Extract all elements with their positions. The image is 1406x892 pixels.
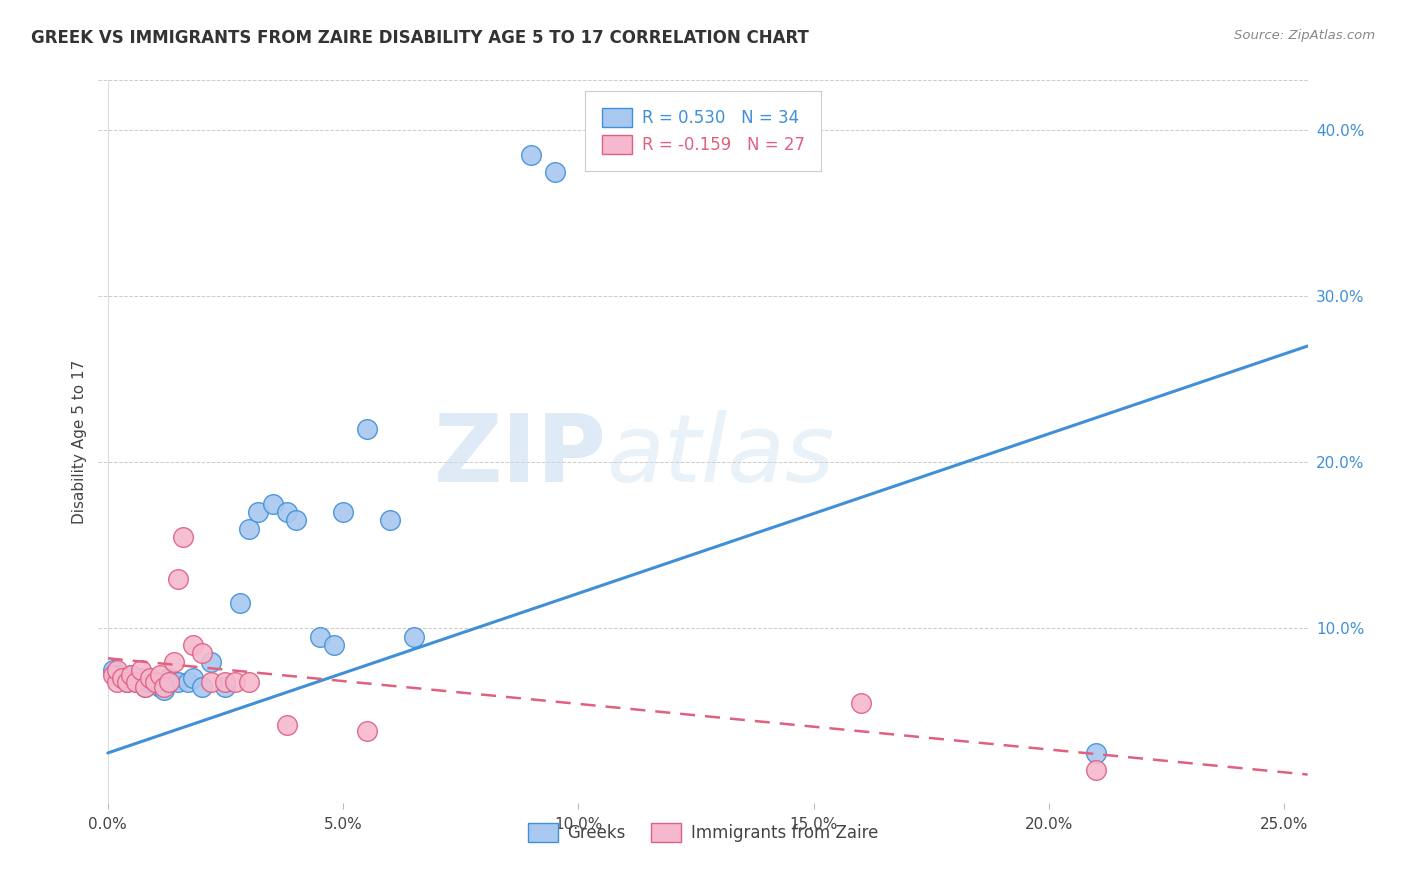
Point [1084,763,1107,777]
Text: atlas: atlas [606,410,835,501]
Point [167,674,190,689]
Point [115,674,138,689]
Point [149,680,172,694]
Point [214,674,236,689]
Point [214,680,236,694]
Point [153,680,176,694]
Point [172,530,194,544]
Point [191,646,214,660]
Point [308,630,330,644]
Point [276,505,298,519]
Point [153,682,176,697]
Point [262,497,284,511]
Point [402,630,425,644]
Point [322,638,344,652]
Point [111,671,134,685]
Point [520,148,543,162]
Point [134,680,156,694]
Point [181,671,204,685]
Point [139,671,162,685]
Point [378,513,401,527]
Point [167,572,190,586]
Point [105,674,128,689]
Point [139,674,162,689]
Point [356,724,378,739]
Text: Source: ZipAtlas.com: Source: ZipAtlas.com [1234,29,1375,42]
Y-axis label: Disability Age 5 to 17: Disability Age 5 to 17 [72,359,87,524]
Point [143,674,166,689]
Point [285,513,308,527]
Point [134,680,156,694]
Text: ZIP: ZIP [433,410,606,502]
Point [849,696,872,710]
Point [224,674,246,689]
Point [149,668,172,682]
Text: GREEK VS IMMIGRANTS FROM ZAIRE DISABILITY AGE 5 TO 17 CORRELATION CHART: GREEK VS IMMIGRANTS FROM ZAIRE DISABILIT… [31,29,808,46]
Point [125,674,148,689]
Legend: Greeks, Immigrants from Zaire: Greeks, Immigrants from Zaire [522,816,884,848]
Point [181,638,204,652]
Point [105,668,128,682]
Point [276,717,298,731]
Point [1084,746,1107,760]
Point [101,668,124,682]
Point [115,674,138,689]
Point [120,668,142,682]
Point [143,674,166,689]
Point [177,674,200,689]
Point [191,680,214,694]
Point [120,668,142,682]
Point [200,674,222,689]
Point [332,505,354,519]
Point [163,655,186,669]
Point [105,663,128,677]
Point [247,505,270,519]
Point [101,663,124,677]
Point [157,671,180,685]
Point [111,671,134,685]
Point [228,597,250,611]
Point [356,422,378,436]
Point [238,674,260,689]
Point [125,674,148,689]
Point [200,655,222,669]
Point [238,522,260,536]
Point [129,671,152,685]
Point [544,164,567,178]
Point [157,674,180,689]
Point [129,663,152,677]
